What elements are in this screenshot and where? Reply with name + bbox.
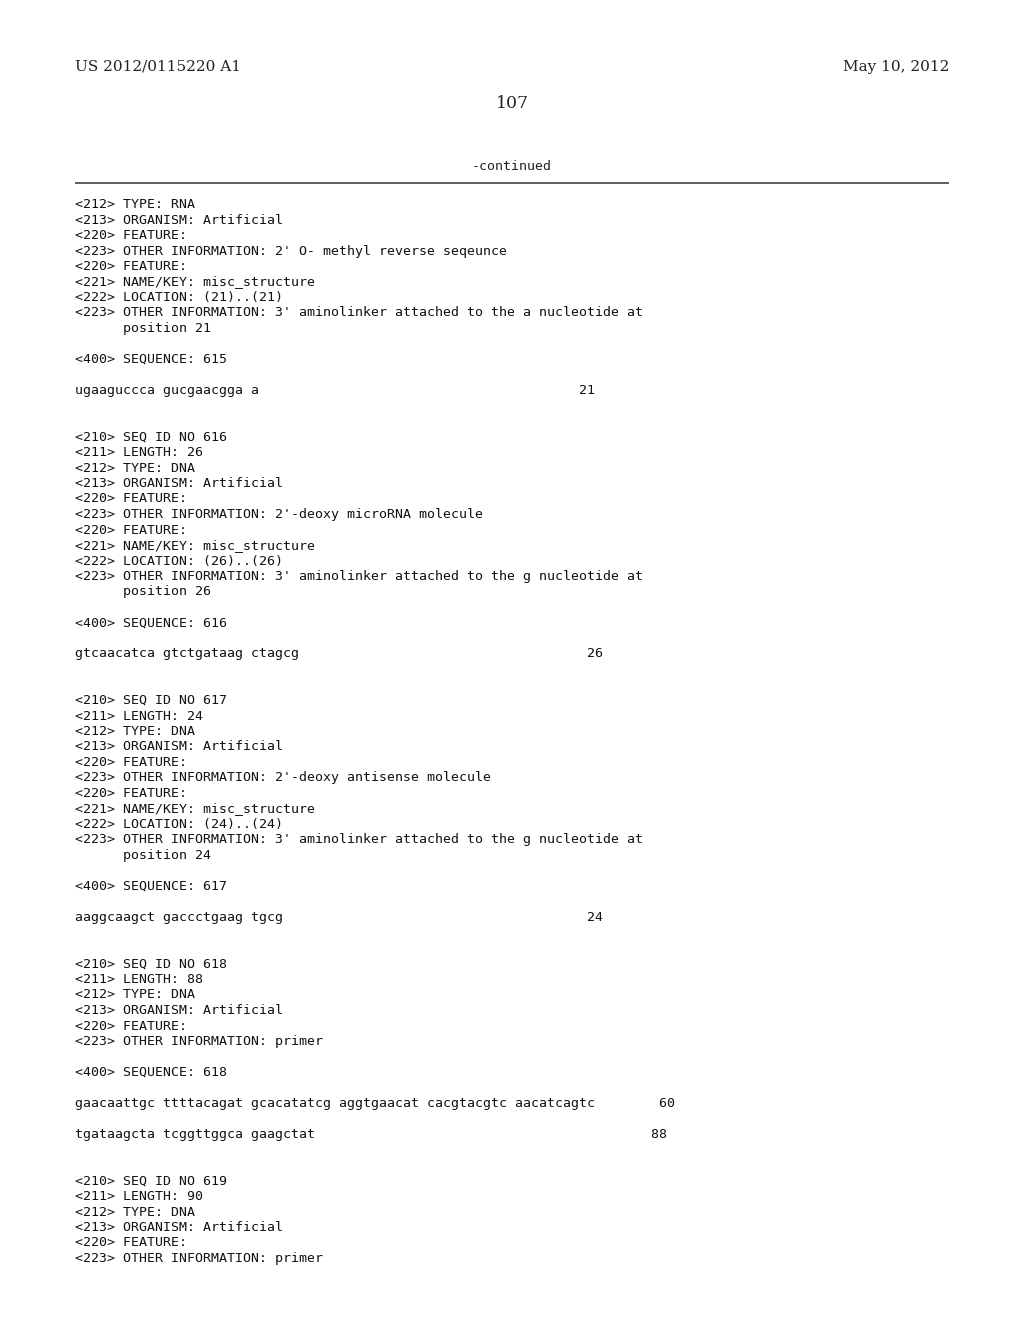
Text: <212> TYPE: DNA: <212> TYPE: DNA [75,1205,195,1218]
Text: <212> TYPE: DNA: <212> TYPE: DNA [75,462,195,474]
Text: <210> SEQ ID NO 617: <210> SEQ ID NO 617 [75,694,227,708]
Text: <222> LOCATION: (24)..(24): <222> LOCATION: (24)..(24) [75,818,283,832]
Text: <220> FEATURE:: <220> FEATURE: [75,260,187,273]
Text: <211> LENGTH: 90: <211> LENGTH: 90 [75,1191,203,1203]
Text: 107: 107 [496,95,528,112]
Text: <400> SEQUENCE: 615: <400> SEQUENCE: 615 [75,352,227,366]
Text: <220> FEATURE:: <220> FEATURE: [75,1019,187,1032]
Text: <221> NAME/KEY: misc_structure: <221> NAME/KEY: misc_structure [75,803,315,816]
Text: <220> FEATURE:: <220> FEATURE: [75,228,187,242]
Text: <223> OTHER INFORMATION: primer: <223> OTHER INFORMATION: primer [75,1035,323,1048]
Text: <212> TYPE: RNA: <212> TYPE: RNA [75,198,195,211]
Text: <223> OTHER INFORMATION: 3' aminolinker attached to the g nucleotide at: <223> OTHER INFORMATION: 3' aminolinker … [75,833,643,846]
Text: May 10, 2012: May 10, 2012 [843,59,949,74]
Text: <222> LOCATION: (21)..(21): <222> LOCATION: (21)..(21) [75,290,283,304]
Text: <220> FEATURE:: <220> FEATURE: [75,787,187,800]
Text: <220> FEATURE:: <220> FEATURE: [75,756,187,770]
Text: <223> OTHER INFORMATION: 2'-deoxy antisense molecule: <223> OTHER INFORMATION: 2'-deoxy antise… [75,771,490,784]
Text: <211> LENGTH: 24: <211> LENGTH: 24 [75,710,203,722]
Text: <223> OTHER INFORMATION: 2' O- methyl reverse seqeunce: <223> OTHER INFORMATION: 2' O- methyl re… [75,244,507,257]
Text: tgataagcta tcggttggca gaagctat                                          88: tgataagcta tcggttggca gaagctat 88 [75,1129,667,1140]
Text: <213> ORGANISM: Artificial: <213> ORGANISM: Artificial [75,214,283,227]
Text: <223> OTHER INFORMATION: 3' aminolinker attached to the a nucleotide at: <223> OTHER INFORMATION: 3' aminolinker … [75,306,643,319]
Text: gtcaacatca gtctgataag ctagcg                                    26: gtcaacatca gtctgataag ctagcg 26 [75,648,603,660]
Text: position 21: position 21 [75,322,211,335]
Text: position 26: position 26 [75,586,211,598]
Text: <213> ORGANISM: Artificial: <213> ORGANISM: Artificial [75,477,283,490]
Text: <212> TYPE: DNA: <212> TYPE: DNA [75,725,195,738]
Text: <212> TYPE: DNA: <212> TYPE: DNA [75,989,195,1002]
Text: <211> LENGTH: 88: <211> LENGTH: 88 [75,973,203,986]
Text: <220> FEATURE:: <220> FEATURE: [75,492,187,506]
Text: <222> LOCATION: (26)..(26): <222> LOCATION: (26)..(26) [75,554,283,568]
Text: <220> FEATURE:: <220> FEATURE: [75,1237,187,1250]
Text: ugaaguccca gucgaacgga a                                        21: ugaaguccca gucgaacgga a 21 [75,384,595,397]
Text: <210> SEQ ID NO 618: <210> SEQ ID NO 618 [75,957,227,970]
Text: <213> ORGANISM: Artificial: <213> ORGANISM: Artificial [75,1221,283,1234]
Text: <221> NAME/KEY: misc_structure: <221> NAME/KEY: misc_structure [75,539,315,552]
Text: <220> FEATURE:: <220> FEATURE: [75,524,187,536]
Text: <223> OTHER INFORMATION: 2'-deoxy microRNA molecule: <223> OTHER INFORMATION: 2'-deoxy microR… [75,508,483,521]
Text: <400> SEQUENCE: 616: <400> SEQUENCE: 616 [75,616,227,630]
Text: aaggcaagct gaccctgaag tgcg                                      24: aaggcaagct gaccctgaag tgcg 24 [75,911,603,924]
Text: <211> LENGTH: 26: <211> LENGTH: 26 [75,446,203,459]
Text: -continued: -continued [472,160,552,173]
Text: <223> OTHER INFORMATION: primer: <223> OTHER INFORMATION: primer [75,1251,323,1265]
Text: <223> OTHER INFORMATION: 3' aminolinker attached to the g nucleotide at: <223> OTHER INFORMATION: 3' aminolinker … [75,570,643,583]
Text: <213> ORGANISM: Artificial: <213> ORGANISM: Artificial [75,1005,283,1016]
Text: <400> SEQUENCE: 617: <400> SEQUENCE: 617 [75,880,227,894]
Text: <210> SEQ ID NO 616: <210> SEQ ID NO 616 [75,430,227,444]
Text: <400> SEQUENCE: 618: <400> SEQUENCE: 618 [75,1067,227,1078]
Text: gaacaattgc ttttacagat gcacatatcg aggtgaacat cacgtacgtc aacatcagtc        60: gaacaattgc ttttacagat gcacatatcg aggtgaa… [75,1097,675,1110]
Text: <210> SEQ ID NO 619: <210> SEQ ID NO 619 [75,1175,227,1188]
Text: <221> NAME/KEY: misc_structure: <221> NAME/KEY: misc_structure [75,276,315,289]
Text: position 24: position 24 [75,849,211,862]
Text: US 2012/0115220 A1: US 2012/0115220 A1 [75,59,241,74]
Text: <213> ORGANISM: Artificial: <213> ORGANISM: Artificial [75,741,283,754]
